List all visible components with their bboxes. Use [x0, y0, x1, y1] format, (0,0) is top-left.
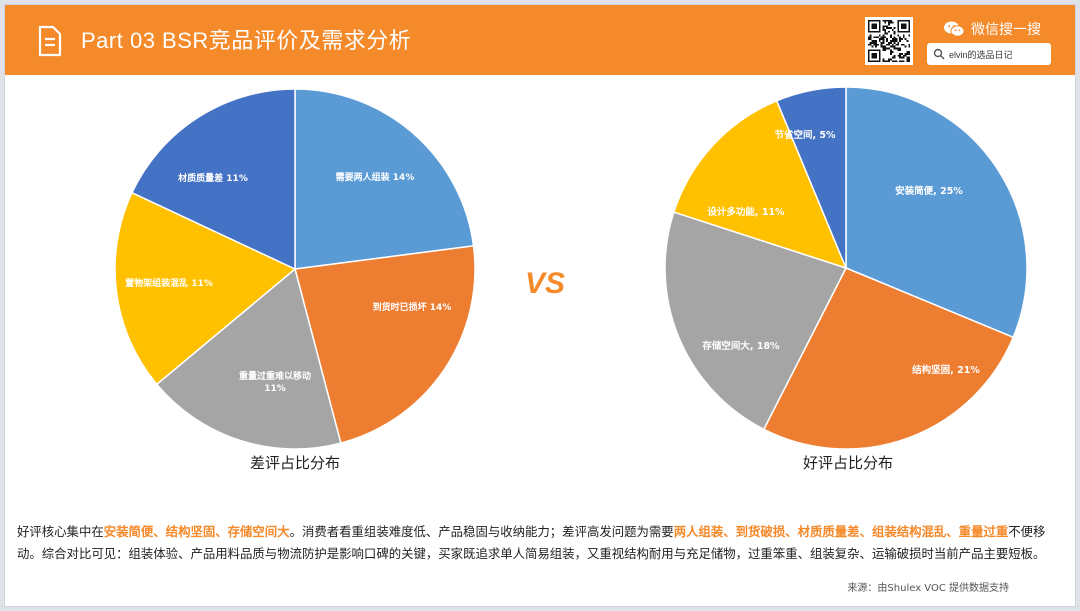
source-note: 来源：由Shulex VOC 提供数据支持	[847, 583, 1009, 594]
pie-data-label: 需要两人组装 14%	[336, 171, 415, 183]
pie-data-label: 重量过重难以移动 11%	[239, 370, 311, 394]
summary-highlight-negative: 两人组装、到货破损、材质质量差、组装结构混乱、重量过重	[673, 524, 1009, 539]
pie-title: 差评占比分布	[250, 454, 340, 472]
summary-part-1: 好评核心集中在	[17, 524, 104, 539]
pie-data-label: 节省空间, 5%	[774, 129, 836, 141]
pie-data-label: 结构坚固, 21%	[911, 364, 980, 376]
wechat-icon	[944, 21, 965, 37]
wechat-label: 微信搜一搜	[971, 22, 1041, 38]
pie-data-label: 到货时已损坏 14%	[373, 301, 452, 313]
header-bar: Part 03 BSR竞品评价及需求分析 微信搜一搜 elvin的选品日记	[5, 5, 1075, 75]
pie-data-label: 安装简便, 25%	[895, 185, 963, 197]
pie-charts: 需要两人组装 14% 到货时已损坏 14% 重量过重难以移动 11% 置物架组装混乱 1…	[114, 86, 1028, 472]
pie-slice	[294, 245, 476, 444]
slide: Part 03 BSR竞品评价及需求分析 微信搜一搜 elvin的选品日记	[4, 4, 1076, 607]
search-text: elvin的选品日记	[949, 49, 1013, 60]
pie-slice	[155, 267, 342, 450]
wechat-search-label: 微信搜一搜	[943, 19, 1041, 39]
pie-data-label: 材质质量差 11%	[177, 172, 248, 184]
pie-data-label: 置物架组装混乱 11%	[125, 277, 213, 289]
pie-data-label: 设计多功能, 11%	[707, 206, 785, 218]
summary-part-3: 不便移动。综合对比可见：组装体验、产品用料品质与物流防护是影响口碑的关键，买家既…	[17, 524, 1046, 561]
pie-data-label: 存储空间大, 18%	[701, 340, 780, 352]
pie-slice	[672, 99, 848, 270]
page-title: Part 03 BSR竞品评价及需求分析	[81, 28, 412, 53]
pie-slice	[294, 88, 475, 270]
search-icon	[933, 48, 945, 60]
summary-highlight-positive: 安装简便、结构坚固、存储空间大	[103, 524, 290, 539]
document-icon	[38, 25, 62, 57]
qr-code	[865, 17, 913, 65]
pie-slice	[114, 191, 297, 386]
pie-slice	[845, 86, 1028, 339]
vs-label: VS	[525, 267, 566, 300]
pie-slice	[762, 267, 1015, 450]
summary-part-2: 。消费者看重组装难度低、产品稳固与收纳能力；差评高发问题为需要	[289, 524, 674, 539]
summary-text: 好评核心集中在安装简便、结构坚固、存储空间大。消费者看重组装难度低、产品稳固与收…	[17, 521, 1069, 565]
pie-slice	[664, 211, 848, 431]
search-box[interactable]: elvin的选品日记	[927, 43, 1051, 65]
pie-slice	[130, 88, 296, 271]
pie-title: 好评占比分布	[803, 454, 893, 472]
pie-slice	[775, 86, 847, 269]
